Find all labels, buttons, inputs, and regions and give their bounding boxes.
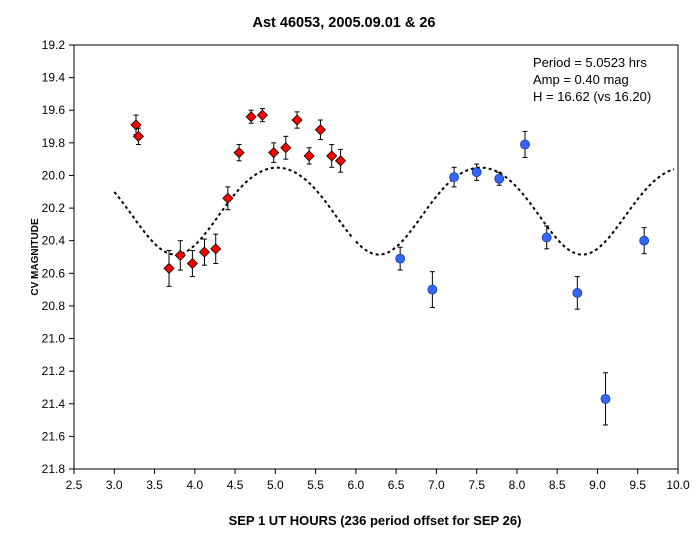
data-point-diamond xyxy=(245,111,257,123)
data-point-diamond xyxy=(314,124,326,136)
x-tick-label: 2.5 xyxy=(66,478,83,492)
y-axis-label: CV MAGNITUDE xyxy=(30,218,41,296)
y-tick-label: 19.4 xyxy=(42,71,66,85)
data-point-diamond xyxy=(334,155,347,167)
data-point-diamond xyxy=(268,147,280,159)
annotation-period: Period = 5.0523 hrs xyxy=(533,55,647,70)
y-tick-label: 21.0 xyxy=(42,332,66,346)
data-point-circle xyxy=(541,232,552,243)
data-point-circle xyxy=(395,253,406,264)
data-point-diamond xyxy=(132,130,144,142)
y-tick-label: 21.8 xyxy=(42,462,66,476)
data-point-diamond xyxy=(222,192,234,204)
y-tick-label: 20.0 xyxy=(42,168,66,182)
data-point-diamond xyxy=(303,150,315,162)
data-point-diamond xyxy=(326,150,338,162)
data-point-circle xyxy=(600,393,611,404)
data-point-diamond xyxy=(233,147,245,159)
y-tick-label: 19.8 xyxy=(42,136,66,150)
x-tick-label: 8.5 xyxy=(549,478,566,492)
x-tick-label: 3.5 xyxy=(146,478,163,492)
fit-curve xyxy=(113,166,675,256)
data-point-diamond xyxy=(163,262,175,274)
annotation-box: Period = 5.0523 hrs Amp = 0.40 mag H = 1… xyxy=(533,55,651,104)
y-tick-label: 21.6 xyxy=(42,429,66,443)
fit-curve-segment xyxy=(355,166,675,256)
x-tick-label: 9.0 xyxy=(589,478,606,492)
data-point-circle xyxy=(471,167,482,178)
x-axis-label: SEP 1 UT HOURS (236 period offset for SE… xyxy=(229,513,522,528)
y-tick-label: 21.2 xyxy=(42,364,66,378)
x-tick-label: 5.0 xyxy=(267,478,284,492)
data-point-diamond xyxy=(186,257,198,270)
data-point-circle xyxy=(639,235,650,246)
chart-title: Ast 46053, 2005.09.01 & 26 xyxy=(253,15,436,31)
x-tick-label: 6.5 xyxy=(388,478,405,492)
data-point-diamond xyxy=(198,246,211,258)
plot-area xyxy=(73,44,679,470)
data-point-circle xyxy=(449,172,460,182)
data-point-diamond xyxy=(130,119,142,131)
y-tick-label: 20.2 xyxy=(42,201,66,215)
data-point-diamond xyxy=(291,114,303,126)
data-point-diamond xyxy=(174,249,186,261)
data-point-circle xyxy=(494,173,505,184)
annotation-amp: Amp = 0.40 mag xyxy=(533,72,629,87)
data-points xyxy=(130,108,650,426)
axis-ticks: 2.5 3.0 3.5 4.0 4.5 5.0 5.5 6.0 6.5 7.0 7.5 8.0 8.5 9… xyxy=(42,38,690,492)
y-tick-label: 19.2 xyxy=(42,38,66,52)
x-tick-label: 6.0 xyxy=(348,478,365,492)
data-point-diamond xyxy=(280,142,292,154)
x-tick-label: 4.5 xyxy=(227,478,244,492)
y-tick-label: 20.4 xyxy=(42,234,66,248)
y-tick-label: 20.8 xyxy=(42,299,66,313)
x-tick-label: 3.0 xyxy=(106,478,123,492)
annotation-h: H = 16.62 (vs 16.20) xyxy=(533,89,651,104)
data-point-diamond xyxy=(210,243,222,255)
x-tick-label: 7.0 xyxy=(428,478,445,492)
x-tick-label: 7.5 xyxy=(468,478,485,492)
data-point-circle xyxy=(427,284,438,295)
data-point-circle xyxy=(572,287,583,298)
y-tick-label: 19.6 xyxy=(42,103,66,117)
x-tick-label: 10.0 xyxy=(666,478,690,492)
data-point-diamond xyxy=(256,109,269,121)
data-point-circle xyxy=(520,139,530,150)
y-tick-label: 20.6 xyxy=(42,266,66,280)
x-tick-label: 5.5 xyxy=(307,478,324,492)
x-tick-label: 9.5 xyxy=(629,478,646,492)
y-tick-label: 21.4 xyxy=(42,397,66,411)
y-axis-title: CV MAGNITUDE xyxy=(30,218,41,296)
x-tick-label: 8.0 xyxy=(509,478,526,492)
x-tick-label: 4.0 xyxy=(186,478,203,492)
